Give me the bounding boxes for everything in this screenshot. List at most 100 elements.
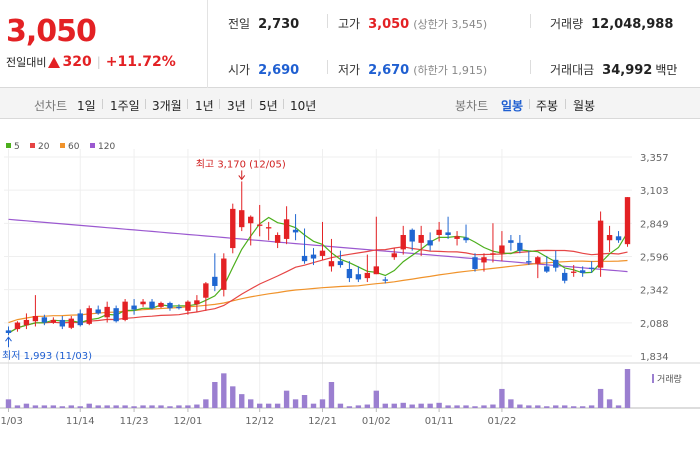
stat-label: 거래량 (550, 17, 584, 31)
candle-body (364, 272, 371, 279)
candle-body (104, 306, 110, 318)
stat-high: 고가 3,050 (상한가 3,545) (338, 15, 487, 32)
volume-bar (95, 405, 101, 408)
volume-bar (176, 405, 182, 408)
legend-label: 5 (14, 142, 20, 152)
candle-body (194, 300, 200, 305)
candle-body (400, 235, 406, 250)
candle-body (167, 302, 173, 309)
tab-divider (529, 99, 530, 109)
volume-bar (562, 405, 568, 408)
stat-divider (530, 60, 531, 74)
tab-line-1d[interactable]: 1일 (77, 99, 96, 113)
volume-bar (5, 399, 12, 408)
stat-value: 34,992 (602, 63, 653, 78)
candle-body (248, 216, 254, 224)
volume-bar (346, 406, 353, 408)
candle-body (346, 268, 353, 279)
low-annotation: 최저 1,993 (11/03) (2, 350, 92, 362)
volume-bar (248, 399, 254, 408)
chart-grid (0, 149, 700, 409)
volume-bar (400, 402, 406, 408)
y-tick-label: 1,834 (640, 352, 669, 363)
chart-annotations: 최고 3,170 (12/05) 최저 1,993 (11/03) (2, 158, 286, 362)
stat-value: 12,048,988 (591, 17, 674, 32)
legend-label: 20 (38, 142, 50, 152)
volume-bar (553, 405, 559, 408)
volume-bar (23, 403, 30, 408)
volume-bar (301, 395, 308, 408)
candle-body (355, 274, 362, 280)
candle-body (149, 301, 155, 309)
volume-bar (274, 403, 281, 408)
stat-trade-value: 거래대금 34,992 백만 (550, 61, 677, 78)
tab-line-5y[interactable]: 5년 (259, 99, 278, 113)
x-tick-label: 01/11 (425, 416, 454, 427)
stat-prev-close: 전일 2,730 (228, 15, 299, 32)
volume-bar (526, 405, 532, 408)
change-percent: +11.72% (105, 54, 176, 70)
candles (5, 181, 631, 336)
tab-line-1w[interactable]: 1주일 (110, 99, 140, 113)
tab-candle-daily[interactable]: 일봉 (501, 99, 524, 113)
candle-body (122, 301, 128, 320)
candle-body (472, 257, 478, 269)
volume-bar (508, 399, 514, 408)
candle-body (615, 236, 622, 241)
volume-bar (239, 394, 245, 408)
volume-bar (454, 405, 460, 408)
stat-label: 거래대금 (550, 63, 595, 77)
legend-swatch (60, 143, 65, 148)
candle-body (553, 259, 559, 268)
volume-bar (77, 406, 83, 408)
candle-body (454, 236, 460, 239)
candle-body (274, 235, 281, 243)
legend-label: 120 (98, 142, 115, 152)
volume-bar (167, 406, 173, 408)
candle-body (203, 283, 209, 298)
tab-candle-monthly[interactable]: 월봉 (573, 99, 596, 113)
volume-bar (310, 403, 317, 408)
candle-body (77, 313, 83, 326)
ma120-line (8, 218, 628, 273)
volume-bar (463, 405, 469, 408)
high-arrow-icon (238, 175, 246, 181)
y-tick-label: 3,103 (640, 186, 669, 197)
tab-divider (145, 99, 146, 109)
candle-body (436, 229, 442, 236)
volume-bar (382, 403, 388, 408)
volume-bar (481, 405, 487, 408)
price-box: 3,050 전일대비 320 | +11.72% (0, 0, 208, 88)
volume-bar (579, 406, 586, 408)
tab-line-10y[interactable]: 10년 (290, 99, 317, 113)
tab-candle-weekly[interactable]: 주봉 (536, 99, 559, 113)
candle-body (310, 254, 317, 259)
candle-body (624, 197, 631, 245)
tab-line-3y[interactable]: 3년 (227, 99, 246, 113)
candle-body (517, 242, 523, 251)
volume-bar (283, 390, 290, 408)
tab-line-3m[interactable]: 3개월 (152, 99, 182, 113)
volume-bar (256, 403, 263, 408)
tab-line-1y[interactable]: 1년 (195, 99, 214, 113)
volume-bar (517, 404, 523, 408)
volume-legend-swatch (652, 374, 654, 383)
volume-bar (364, 404, 371, 408)
low-arrow-icon (5, 336, 12, 342)
volume-bar (292, 399, 299, 408)
volume-label: 거래량 (657, 373, 682, 385)
stat-value: 2,670 (368, 63, 410, 78)
candlestick-chart-svg: 5 20 60 120 최고 3,170 (12/05) 최저 1,993 (11/03… (0, 142, 700, 427)
volume-bar (445, 405, 451, 408)
candle-body (239, 210, 245, 228)
tab-divider (283, 99, 284, 109)
tab-divider (251, 99, 252, 109)
candle-body (319, 250, 326, 256)
y-tick-label: 2,342 (640, 286, 669, 297)
change-value: 320 (62, 54, 92, 70)
y-tick-label: 2,849 (640, 219, 669, 230)
ma-legend: 5 20 60 120 (6, 142, 115, 152)
legend-label: 60 (68, 142, 80, 152)
volume-bar (570, 406, 577, 408)
candle-body (292, 229, 299, 233)
